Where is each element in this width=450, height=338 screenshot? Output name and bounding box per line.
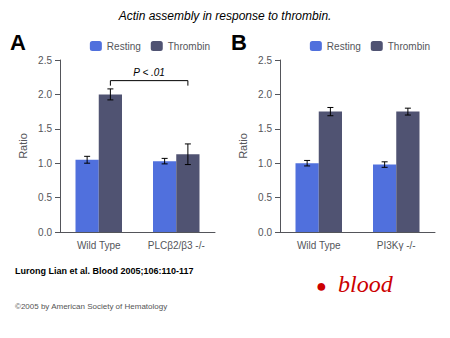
svg-text:Ratio: Ratio xyxy=(237,133,249,159)
svg-text:blood: blood xyxy=(338,271,394,297)
svg-text:Actin assembly in response to: Actin assembly in response to thrombin. xyxy=(118,9,332,23)
svg-text:PI3Kγ -/-: PI3Kγ -/- xyxy=(377,240,416,251)
svg-text:Ratio: Ratio xyxy=(17,133,29,159)
svg-text:0.0: 0.0 xyxy=(258,227,272,238)
svg-text:Resting: Resting xyxy=(327,41,361,52)
svg-text:0.0: 0.0 xyxy=(38,227,52,238)
svg-text:2.5: 2.5 xyxy=(38,55,52,66)
svg-text:P < .01: P < .01 xyxy=(133,67,165,78)
svg-text:0.5: 0.5 xyxy=(258,192,272,203)
svg-text:2.5: 2.5 xyxy=(258,55,272,66)
svg-text:©2005 by American Society of H: ©2005 by American Society of Hematology xyxy=(15,302,167,311)
svg-text:Thrombin: Thrombin xyxy=(388,41,430,52)
svg-text:A: A xyxy=(10,30,26,55)
svg-text:Thrombin: Thrombin xyxy=(168,41,210,52)
svg-text:Resting: Resting xyxy=(107,41,141,52)
svg-text:1.5: 1.5 xyxy=(38,123,52,134)
svg-text:Wild Type: Wild Type xyxy=(297,240,341,251)
svg-text:B: B xyxy=(231,30,247,55)
svg-text:0.5: 0.5 xyxy=(38,192,52,203)
svg-text:2.0: 2.0 xyxy=(258,89,272,100)
svg-text:PLCβ2/β3 -/-: PLCβ2/β3 -/- xyxy=(148,240,205,251)
svg-text:1.5: 1.5 xyxy=(258,123,272,134)
svg-text:2.0: 2.0 xyxy=(38,89,52,100)
svg-text:●: ● xyxy=(316,276,327,296)
svg-text:1.0: 1.0 xyxy=(38,158,52,169)
svg-text:Wild Type: Wild Type xyxy=(77,240,121,251)
svg-text:Lurong Lian et al. Blood 2005;: Lurong Lian et al. Blood 2005;106:110-11… xyxy=(15,266,194,276)
svg-text:1.0: 1.0 xyxy=(258,158,272,169)
